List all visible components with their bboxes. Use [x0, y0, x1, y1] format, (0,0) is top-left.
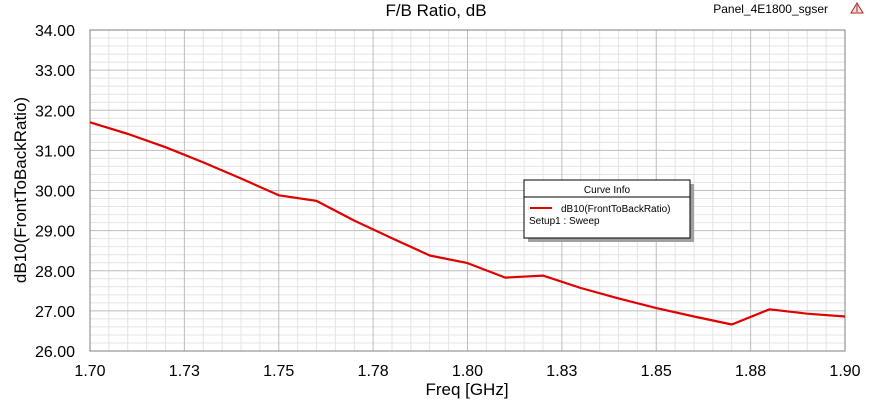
ansys-logo-icon — [850, 2, 864, 14]
x-tick-label: 1.90 — [829, 363, 860, 380]
chart-title: F/B Ratio, dB — [385, 1, 486, 20]
x-axis-ticks: 1.70 1.73 1.75 1.78 1.80 1.83 1.85 1.88 1.90 — [74, 363, 860, 380]
legend-entry: dB10(FrontToBackRatio) — [561, 204, 671, 215]
y-tick-label: 29.00 — [35, 224, 75, 241]
y-tick-label: 27.00 — [35, 304, 75, 321]
plot-frame — [89, 29, 846, 352]
x-tick-label: 1.73 — [169, 363, 200, 380]
y-tick-label: 30.00 — [35, 184, 75, 201]
project-name: Panel_4E1800_sgser — [713, 2, 828, 16]
x-tick-label: 1.80 — [452, 363, 483, 380]
legend-title: Curve Info — [584, 185, 631, 196]
x-tick-label: 1.70 — [74, 363, 105, 380]
series-line — [89, 121, 846, 326]
legend-setup: Setup1 : Sweep — [529, 216, 600, 227]
x-tick-label: 1.85 — [641, 363, 672, 380]
y-axis-ticks: 26.00 27.00 28.00 29.00 30.00 31.00 32.00 33.00… — [35, 23, 75, 361]
x-axis-label: Freq [GHz] — [425, 380, 508, 399]
y-axis-label: dB10(FrontToBackRatio) — [11, 97, 30, 283]
y-tick-label: 32.00 — [35, 103, 75, 120]
y-tick-label: 33.00 — [35, 63, 75, 80]
y-tick-label: 34.00 — [35, 23, 75, 40]
x-tick-label: 1.75 — [263, 363, 294, 380]
series-layer — [89, 121, 846, 326]
x-tick-label: 1.83 — [546, 363, 577, 380]
y-tick-label: 31.00 — [35, 143, 75, 160]
y-tick-label: 28.00 — [35, 264, 75, 281]
y-tick-label: 26.00 — [35, 344, 75, 361]
x-tick-label: 1.88 — [735, 363, 766, 380]
x-tick-label: 1.78 — [358, 363, 389, 380]
legend-box[interactable]: Curve Info dB10(FrontToBackRatio) Setup1… — [523, 179, 694, 242]
